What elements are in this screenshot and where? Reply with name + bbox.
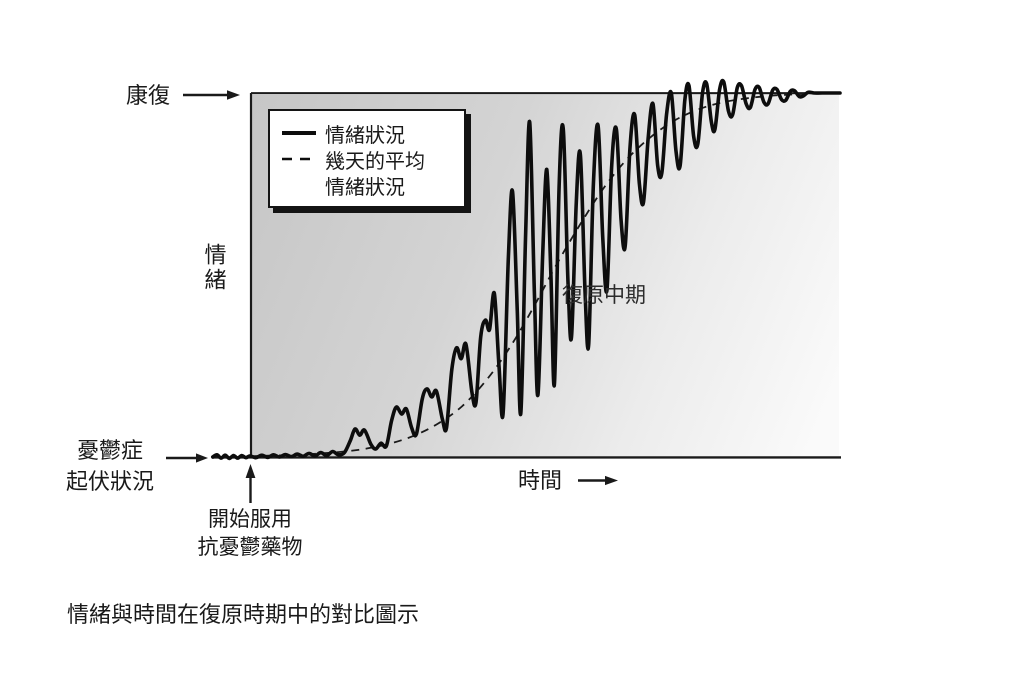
mid-recovery-label: 復原中期	[562, 284, 646, 307]
depression-baseline-label: 憂鬱症 起伏狀況	[36, 435, 184, 497]
figure-caption: 情緒與時間在復原時期中的對比圖示	[67, 602, 420, 627]
solid-line-swatch-icon	[281, 129, 325, 137]
legend: 情緒狀況 幾天的平均 情緒狀況	[268, 109, 466, 208]
depression-baseline-label-line1: 憂鬱症	[76, 438, 143, 463]
depression-baseline-label-line2: 起伏狀況	[65, 469, 154, 494]
legend-label: 情緒狀況	[325, 176, 405, 199]
legend-label: 情緒狀況	[325, 124, 405, 147]
legend-label: 幾天的平均	[325, 150, 425, 173]
medication-start-label: 開始服用 抗憂鬱藥物	[156, 506, 344, 562]
medication-start-label-line2: 抗憂鬱藥物	[197, 536, 303, 559]
recovery-arrow-icon	[183, 90, 240, 100]
time-arrow-icon	[578, 475, 618, 486]
y-axis-label: 情緒	[201, 243, 227, 293]
medication-start-arrow-icon	[245, 464, 256, 503]
mood-line	[211, 78, 842, 461]
medication-start-label-line1: 開始服用	[208, 508, 292, 531]
dashed-line-swatch-icon	[281, 155, 325, 163]
legend-item-average: 幾天的平均	[281, 146, 453, 173]
legend-item-mood: 情緒狀況	[281, 120, 453, 147]
baseline-arrow-icon	[166, 453, 208, 463]
legend-item-average-line2: 情緒狀況	[281, 172, 453, 199]
recovery-label: 康復	[126, 83, 171, 108]
x-axis-label: 時間	[518, 468, 563, 493]
